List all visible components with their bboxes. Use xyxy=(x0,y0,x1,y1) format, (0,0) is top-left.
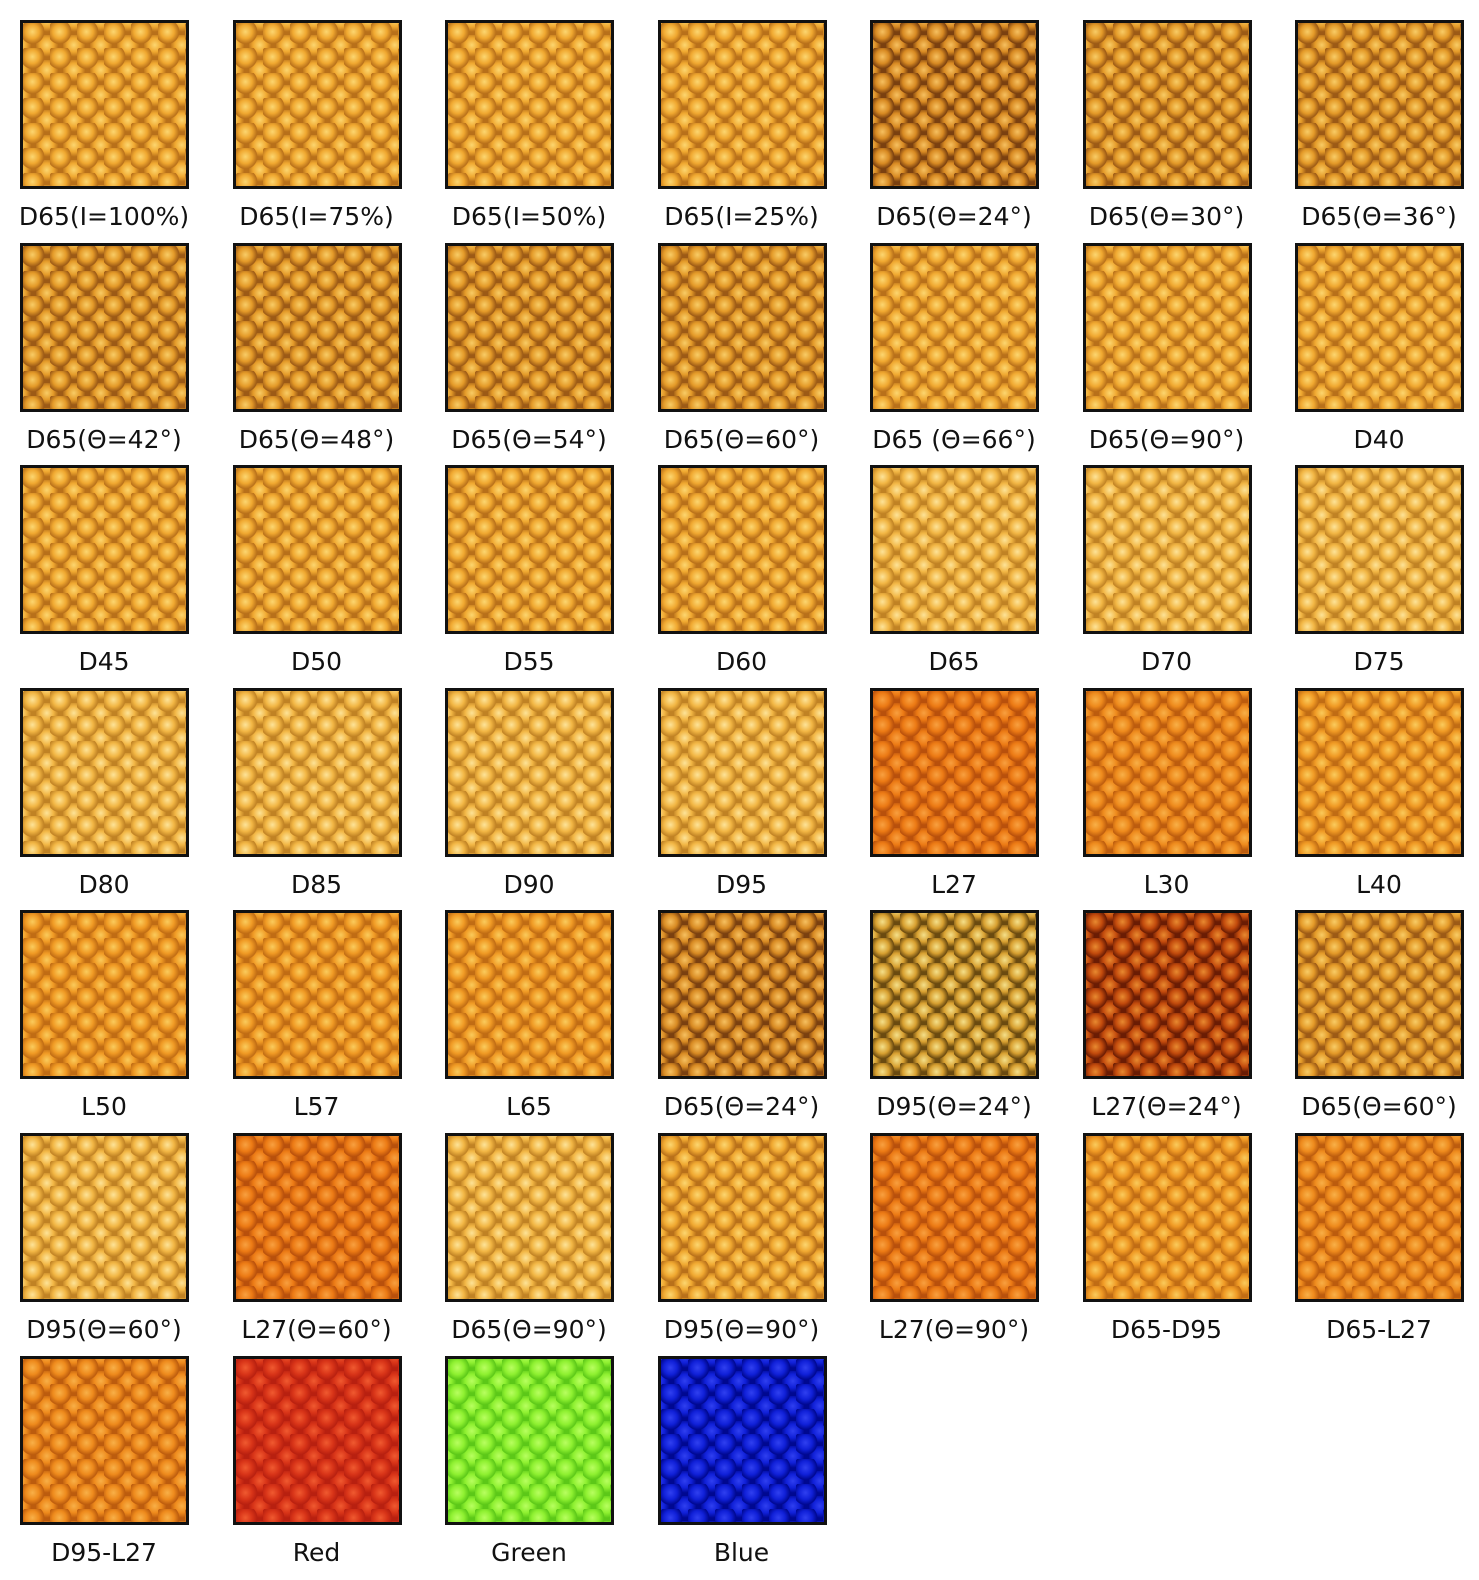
image-tile xyxy=(20,1133,189,1302)
tile-label: D65(Θ=60°) xyxy=(1301,1092,1457,1122)
image-tile xyxy=(445,242,614,412)
tile-label: D75 xyxy=(1353,647,1405,677)
tile-label: D55 xyxy=(503,647,555,677)
tile-label: D95(Θ=90°) xyxy=(663,1315,820,1344)
image-tile xyxy=(445,687,614,857)
tile-label: D95(Θ=24°) xyxy=(876,1092,1032,1122)
image-tile xyxy=(445,1355,614,1525)
tile-label: D70 xyxy=(1140,647,1193,677)
tile-label: D65(Θ=24°) xyxy=(663,1092,820,1122)
image-tile xyxy=(20,1355,189,1525)
image-tile xyxy=(657,1133,827,1302)
image-tile xyxy=(870,465,1039,635)
tile-label: D65(Θ=90°) xyxy=(451,1315,607,1344)
tile-label: D90 xyxy=(503,869,555,899)
image-tile xyxy=(20,687,189,857)
tile-label: D65-L27 xyxy=(1326,1315,1432,1344)
image-tile xyxy=(1295,1133,1464,1302)
tile-label: L27(Θ=24°) xyxy=(1091,1092,1242,1122)
image-tile xyxy=(1082,20,1252,189)
tile-label: D60 xyxy=(715,647,768,677)
tile-label: Green xyxy=(491,1537,567,1567)
tile-label: D95(Θ=60°) xyxy=(26,1315,182,1344)
image-tile xyxy=(445,20,614,189)
tile-label: D65-D95 xyxy=(1110,1315,1223,1344)
tile-label: Blue xyxy=(713,1537,770,1567)
tile-label: L27 xyxy=(931,869,977,899)
image-tile xyxy=(1295,687,1464,857)
tile-label: D65(Θ=90°) xyxy=(1088,424,1245,454)
image-tile xyxy=(232,20,402,189)
image-tile xyxy=(232,910,402,1080)
image-tile xyxy=(232,242,402,412)
tile-label: Red xyxy=(292,1537,341,1567)
tile-label: L27(Θ=90°) xyxy=(878,1315,1030,1344)
image-tile xyxy=(657,242,827,412)
image-tile xyxy=(20,910,189,1080)
image-tile xyxy=(870,242,1039,412)
tile-label: D65(I=100%) xyxy=(18,202,190,231)
tile-label: D65(Θ=24°) xyxy=(876,202,1032,231)
image-tile xyxy=(657,20,827,189)
image-tile xyxy=(232,1355,402,1525)
image-tile xyxy=(870,687,1039,857)
tile-label: D45 xyxy=(78,647,130,677)
tile-label: D50 xyxy=(290,647,343,677)
image-tile xyxy=(1295,242,1464,412)
image-tile xyxy=(445,1133,614,1302)
image-tile xyxy=(870,910,1039,1080)
image-tile xyxy=(20,242,189,412)
image-tile xyxy=(870,20,1039,189)
tile-label: L40 xyxy=(1356,869,1402,899)
image-tile xyxy=(657,910,827,1080)
image-tile xyxy=(1295,20,1464,189)
tile-label: L50 xyxy=(81,1092,127,1122)
tile-label: D65(Θ=54°) xyxy=(451,424,607,454)
tile-label: D95 xyxy=(715,869,768,899)
tile-label: D65 xyxy=(928,647,980,677)
tile-label: D65(I=50%) xyxy=(451,202,607,231)
tile-label: L57 xyxy=(293,1092,340,1122)
tile-label: D40 xyxy=(1353,424,1405,454)
image-tile xyxy=(1295,465,1464,635)
tile-label: D65(Θ=36°) xyxy=(1301,202,1457,231)
image-tile xyxy=(1082,910,1252,1080)
tile-label: D80 xyxy=(78,869,130,899)
image-tile xyxy=(20,20,189,189)
image-tile xyxy=(445,910,614,1080)
image-tile xyxy=(20,465,189,635)
tile-label: D85 xyxy=(290,869,343,899)
image-tile xyxy=(232,687,402,857)
image-tile xyxy=(1082,242,1252,412)
image-tile xyxy=(657,465,827,635)
tile-label: L30 xyxy=(1143,869,1190,899)
image-tile xyxy=(445,465,614,635)
image-tile xyxy=(232,1133,402,1302)
image-tile xyxy=(1082,687,1252,857)
image-tile xyxy=(657,687,827,857)
tile-label: D65(Θ=48°) xyxy=(238,424,395,454)
image-tile xyxy=(657,1355,827,1525)
tile-label: D65(Θ=30°) xyxy=(1088,202,1245,231)
tile-label: D95-L27 xyxy=(51,1537,157,1567)
tile-label: D65(I=25%) xyxy=(664,202,819,231)
image-tile xyxy=(870,1133,1039,1302)
image-tile xyxy=(1295,910,1464,1080)
image-tile xyxy=(1082,465,1252,635)
tile-label: D65(I=75%) xyxy=(239,202,394,231)
image-tile xyxy=(232,465,402,635)
image-tile xyxy=(1082,1133,1252,1302)
tile-label: D65(Θ=42°) xyxy=(26,424,182,454)
tile-label: L65 xyxy=(506,1092,552,1122)
tile-label: D65 (Θ=66°) xyxy=(872,424,1036,454)
tile-label: L27(Θ=60°) xyxy=(241,1315,392,1344)
tile-label: D65(Θ=60°) xyxy=(663,424,820,454)
